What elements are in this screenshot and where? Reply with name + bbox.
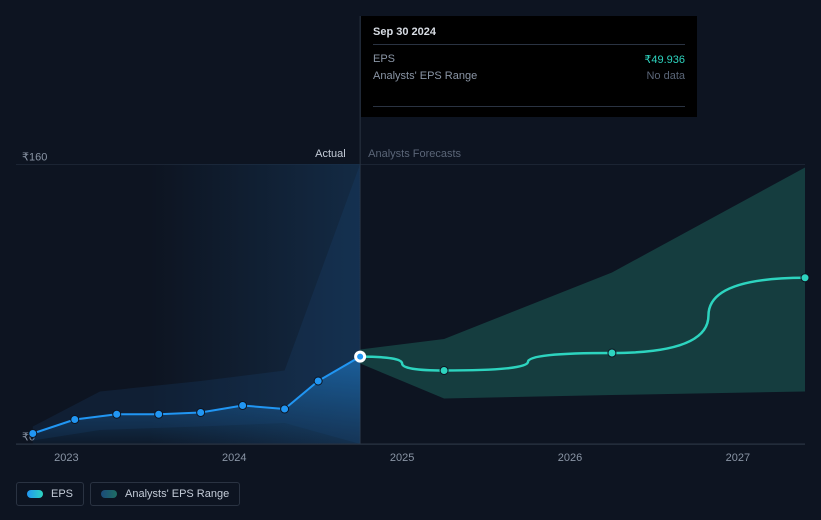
legend-label: EPS [51,488,73,500]
eps-actual-marker[interactable] [71,416,79,424]
chart-legend: EPS Analysts' EPS Range [16,482,240,506]
chart-tooltip: Sep 30 2024 EPS ₹49.936 Analysts' EPS Rang… [361,16,697,117]
tooltip-row-value: No data [646,70,685,82]
eps-chart: ₹0₹160 Actual Analysts Forecasts 2023202… [16,16,805,504]
tooltip-row-value: ₹49.936 [644,53,685,66]
x-tick-label: 2027 [726,452,750,464]
highlight-marker-core [357,354,363,360]
eps-actual-marker[interactable] [113,410,121,418]
eps-forecast-marker[interactable] [801,274,809,282]
eps-actual-marker[interactable] [29,430,37,438]
eps-range-forecast-band [360,168,805,399]
x-tick-label: 2023 [54,452,78,464]
x-tick-label: 2026 [558,452,582,464]
legend-item[interactable]: EPS [16,482,84,506]
eps-forecast-marker[interactable] [608,349,616,357]
legend-swatch [101,490,117,498]
tooltip-row: EPS ₹49.936 [373,51,685,68]
eps-forecast-marker[interactable] [440,367,448,375]
tooltip-date: Sep 30 2024 [373,26,685,45]
eps-actual-marker[interactable] [197,409,205,417]
eps-actual-marker[interactable] [314,377,322,385]
eps-actual-marker[interactable] [281,405,289,413]
legend-label: Analysts' EPS Range [125,488,229,500]
eps-actual-marker[interactable] [155,410,163,418]
x-tick-label: 2025 [390,452,414,464]
legend-item[interactable]: Analysts' EPS Range [90,482,240,506]
x-tick-label: 2024 [222,452,246,464]
tooltip-row-label: Analysts' EPS Range [373,70,477,82]
legend-swatch [27,490,43,498]
tooltip-row-label: EPS [373,53,395,66]
tooltip-row: Analysts' EPS Range No data [373,68,685,84]
eps-actual-marker[interactable] [239,402,247,410]
